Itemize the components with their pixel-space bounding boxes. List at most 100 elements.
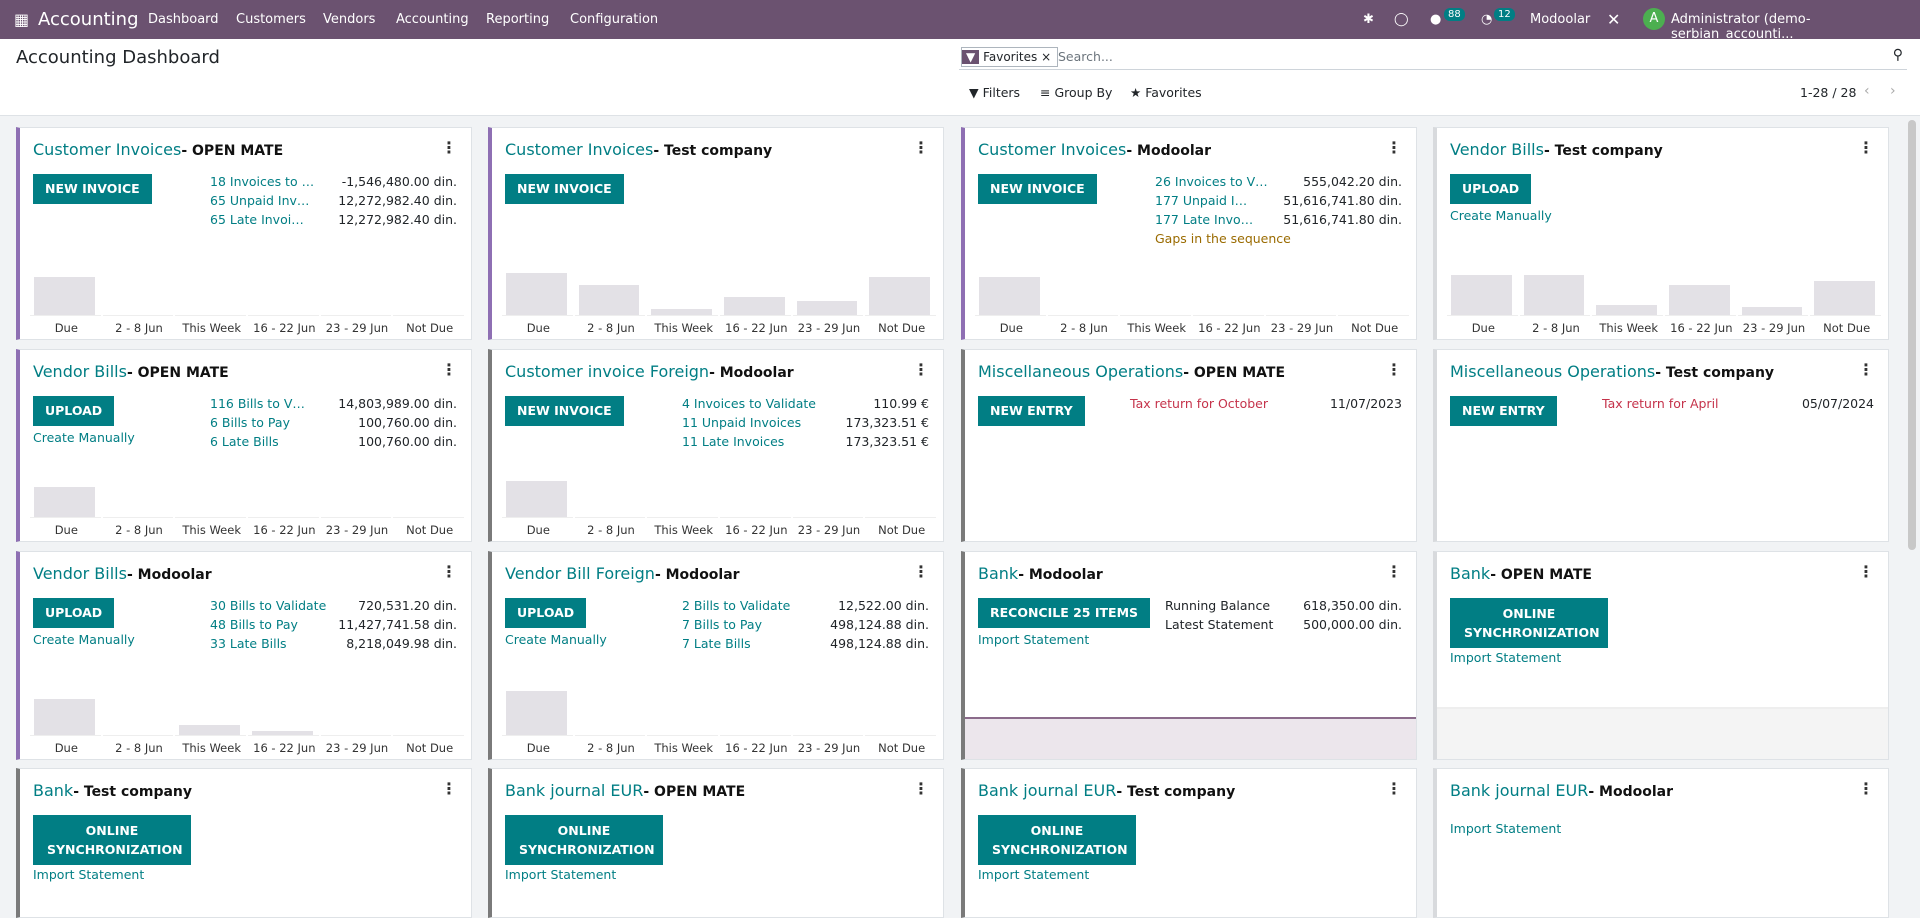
journal-name[interactable]: Bank <box>1450 564 1491 583</box>
stat-label[interactable]: Tax return for October <box>1130 396 1268 411</box>
card-menu[interactable]: ⋮ <box>1858 779 1874 798</box>
card-menu[interactable]: ⋮ <box>1858 360 1874 379</box>
menu-item[interactable]: Accounting <box>396 12 469 27</box>
card-menu[interactable]: ⋮ <box>1386 138 1402 157</box>
stat-label[interactable]: 11 Unpaid Invoices <box>682 415 802 430</box>
card-menu[interactable]: ⋮ <box>1386 562 1402 581</box>
action-button[interactable]: ONLINE SYNCHRONIZATION <box>505 815 663 865</box>
action-button[interactable]: NEW INVOICE <box>978 174 1097 204</box>
card-menu[interactable]: ⋮ <box>441 138 457 157</box>
action-link[interactable]: Create Manually <box>33 632 135 647</box>
journal-name[interactable]: Bank journal EUR <box>505 781 644 800</box>
menu-item[interactable]: Dashboard <box>148 12 219 27</box>
messages-icon[interactable]: ● <box>1430 12 1442 27</box>
stat-label[interactable]: 18 Invoices to … <box>210 174 315 189</box>
card-menu[interactable]: ⋮ <box>913 779 929 798</box>
search-icon[interactable]: ⚲ <box>1892 47 1903 63</box>
avatar[interactable]: A <box>1643 8 1665 30</box>
card-menu[interactable]: ⋮ <box>913 138 929 157</box>
action-button[interactable]: NEW INVOICE <box>33 174 152 204</box>
action-link[interactable]: Import Statement <box>1450 650 1562 665</box>
action-link[interactable]: Import Statement <box>1450 821 1562 836</box>
journal-name[interactable]: Bank journal EUR <box>978 781 1117 800</box>
journal-name[interactable]: Vendor Bills <box>33 362 127 381</box>
settings-icon[interactable]: ✕ <box>1607 10 1621 29</box>
filters-btn[interactable]: ▼ Filters <box>969 85 1021 100</box>
stat-label[interactable]: 65 Unpaid Inv… <box>210 193 310 208</box>
action-button[interactable]: NEW INVOICE <box>505 396 624 426</box>
journal-name[interactable]: Bank <box>978 564 1019 583</box>
stat-label[interactable]: Tax return for April <box>1602 396 1719 411</box>
apps-icon[interactable]: ▦ <box>14 10 30 29</box>
menu-item[interactable]: Configuration <box>570 12 659 27</box>
journal-name[interactable]: Customer Invoices <box>978 140 1127 159</box>
card-menu[interactable]: ⋮ <box>441 360 457 379</box>
action-button[interactable]: UPLOAD <box>505 598 587 628</box>
journal-name[interactable]: Miscellaneous Operations <box>978 362 1184 381</box>
chat-icon[interactable]: ◯ <box>1394 12 1409 27</box>
stat-label[interactable]: 33 Late Bills <box>210 636 287 651</box>
stat-label[interactable]: 116 Bills to V… <box>210 396 305 411</box>
stat-label[interactable]: 177 Unpaid I… <box>1155 193 1248 208</box>
action-button[interactable]: NEW ENTRY <box>978 396 1085 426</box>
journal-name[interactable]: Customer Invoices <box>33 140 182 159</box>
action-link[interactable]: Import Statement <box>33 867 145 882</box>
action-link[interactable]: Import Statement <box>978 632 1090 647</box>
card-menu[interactable]: ⋮ <box>441 562 457 581</box>
action-button[interactable]: ONLINE SYNCHRONIZATION <box>33 815 191 865</box>
stat-label[interactable]: 26 Invoices to V… <box>1155 174 1268 189</box>
action-button[interactable]: NEW INVOICE <box>505 174 624 204</box>
menu-item[interactable]: Vendors <box>323 12 376 27</box>
pager-prev[interactable]: ‹ <box>1864 83 1870 99</box>
stat-label[interactable]: 11 Late Invoices <box>682 434 785 449</box>
journal-name[interactable]: Vendor Bill Foreign <box>505 564 655 583</box>
activities-icon[interactable]: ◔ <box>1481 12 1493 27</box>
journal-name[interactable]: Bank <box>33 781 74 800</box>
card-menu[interactable]: ⋮ <box>1386 360 1402 379</box>
journal-name[interactable]: Bank journal EUR <box>1450 781 1589 800</box>
facet[interactable]: ▼ Favorites × <box>961 47 1059 67</box>
action-button[interactable]: UPLOAD <box>33 598 115 628</box>
groupby-btn[interactable]: ≡ Group By <box>1040 85 1113 100</box>
action-link[interactable]: Import Statement <box>505 867 617 882</box>
stat-label[interactable]: 7 Bills to Pay <box>682 617 762 632</box>
journal-name[interactable]: Miscellaneous Operations <box>1450 362 1656 381</box>
card-menu[interactable]: ⋮ <box>1858 562 1874 581</box>
stat-label[interactable]: 2 Bills to Validate <box>682 598 791 613</box>
journal-name[interactable]: Customer Invoices <box>505 140 654 159</box>
card-menu[interactable]: ⋮ <box>1858 138 1874 157</box>
stat-label[interactable]: 7 Late Bills <box>682 636 751 651</box>
card-menu[interactable]: ⋮ <box>1386 779 1402 798</box>
search-input[interactable]: Search... <box>1058 49 1113 64</box>
debug-icon[interactable]: ✱ <box>1363 12 1374 27</box>
stat-label[interactable]: 4 Invoices to Validate <box>682 396 816 411</box>
action-button[interactable]: ONLINE SYNCHRONIZATION <box>1450 598 1608 648</box>
card-menu[interactable]: ⋮ <box>913 360 929 379</box>
pager-next[interactable]: › <box>1890 83 1896 99</box>
journal-name[interactable]: Vendor Bills <box>1450 140 1544 159</box>
card-menu[interactable]: ⋮ <box>913 562 929 581</box>
action-button[interactable]: RECONCILE 25 ITEMS <box>978 598 1151 628</box>
app-name[interactable]: Accounting <box>38 9 139 30</box>
action-link[interactable]: Import Statement <box>978 867 1090 882</box>
stat-label[interactable]: 177 Late Invo… <box>1155 212 1254 227</box>
menu-item[interactable]: Customers <box>236 12 306 27</box>
action-link[interactable]: Create Manually <box>505 632 607 647</box>
journal-name[interactable]: Customer invoice Foreign <box>505 362 710 381</box>
user-menu[interactable]: Administrator (demo-serbian_accounti... <box>1671 12 1811 42</box>
stat-label[interactable]: 6 Late Bills <box>210 434 279 449</box>
favorites-btn[interactable]: ★ Favorites <box>1130 85 1202 100</box>
stat-label[interactable]: 65 Late Invoi… <box>210 212 304 227</box>
stat-label[interactable]: 6 Bills to Pay <box>210 415 290 430</box>
action-link[interactable]: Create Manually <box>1450 208 1552 223</box>
action-button[interactable]: UPLOAD <box>1450 174 1532 204</box>
company-switch[interactable]: Modoolar <box>1530 12 1591 27</box>
menu-item[interactable]: Reporting <box>486 12 550 27</box>
action-button[interactable]: ONLINE SYNCHRONIZATION <box>978 815 1136 865</box>
journal-name[interactable]: Vendor Bills <box>33 564 127 583</box>
stat-label[interactable]: 48 Bills to Pay <box>210 617 298 632</box>
action-button[interactable]: UPLOAD <box>33 396 115 426</box>
stat-label[interactable]: 30 Bills to Validate <box>210 598 327 613</box>
action-link[interactable]: Create Manually <box>33 430 135 445</box>
card-menu[interactable]: ⋮ <box>441 779 457 798</box>
